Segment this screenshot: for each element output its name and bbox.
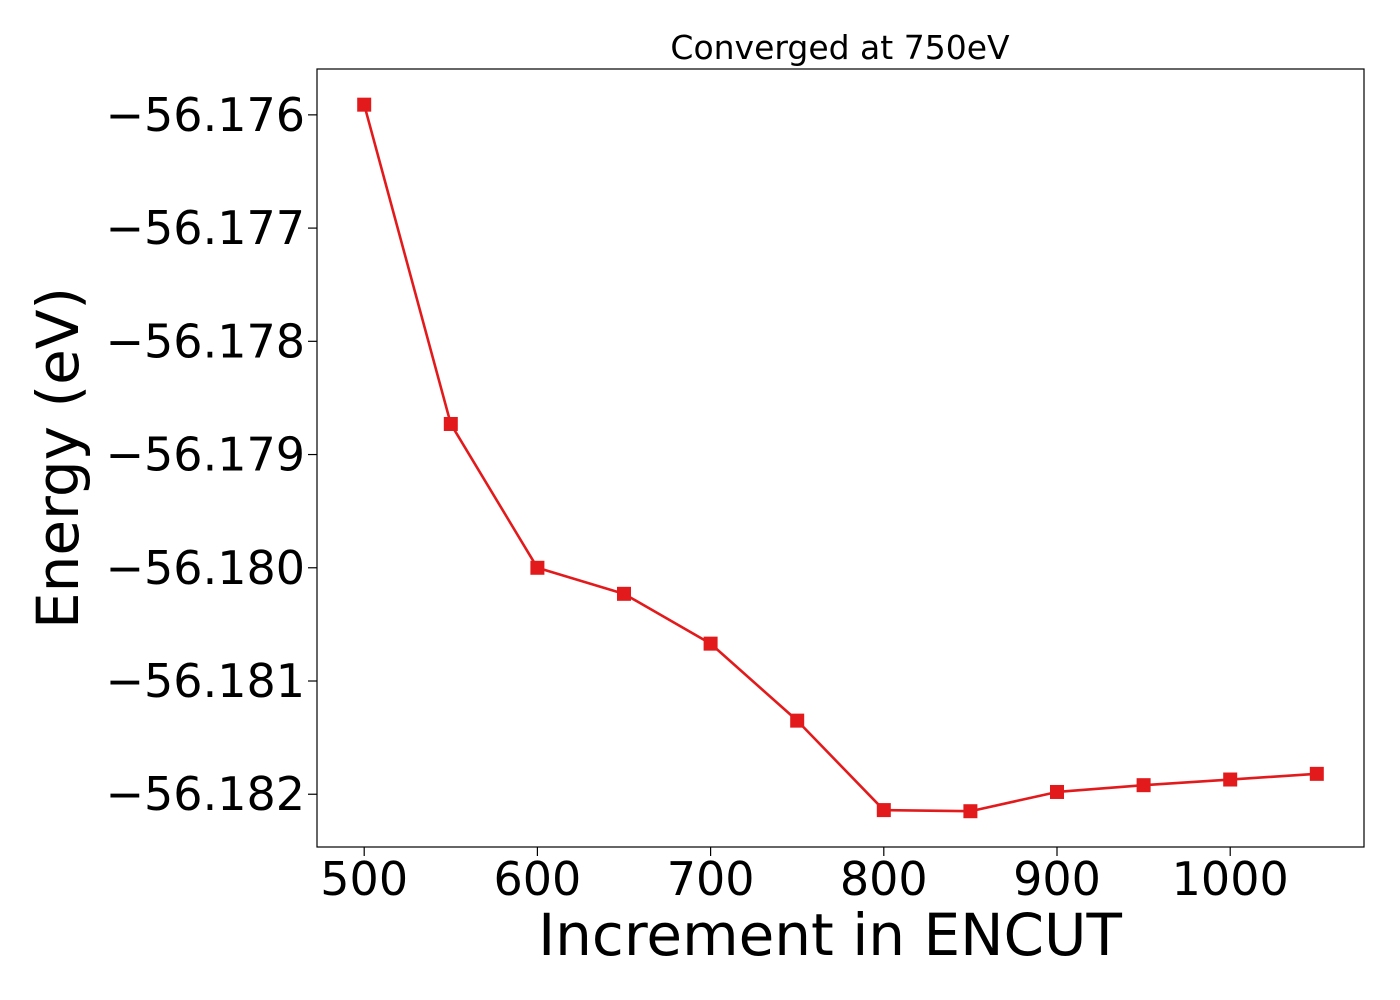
data-point (876, 803, 891, 818)
data-point (790, 713, 805, 728)
plot-frame (316, 68, 1365, 848)
y-tick-label: −56.176 (106, 88, 306, 142)
y-tick-label: −56.177 (106, 201, 306, 255)
chart-title: Converged at 750eV (670, 28, 1010, 67)
x-tick-label: 600 (493, 852, 581, 906)
series-line (362, 104, 1317, 813)
data-point (443, 416, 458, 431)
data-series (357, 97, 1324, 819)
y-tick-label: −56.181 (106, 654, 306, 708)
data-point (1309, 766, 1324, 781)
y-tick-label: −56.178 (106, 314, 306, 368)
y-axis-title: Energy (eV) (24, 287, 92, 629)
data-point (703, 636, 718, 651)
x-axis: 500 600 700 800 900 1000 (320, 847, 1289, 906)
data-point (616, 586, 631, 601)
data-point (1050, 784, 1065, 799)
data-point (1136, 778, 1151, 793)
data-point (530, 560, 545, 575)
y-tick-label: −56.182 (106, 767, 306, 821)
x-axis-title: Increment in ENCUT (538, 901, 1122, 969)
data-point (357, 97, 372, 112)
x-tick-label: 800 (840, 852, 928, 906)
x-tick-label: 500 (320, 852, 408, 906)
x-tick-label: 900 (1013, 852, 1101, 906)
y-tick-label: −56.180 (106, 541, 306, 595)
y-axis: −56.176 −56.177 −56.178 −56.179 −56.180 −56.1… (106, 88, 317, 821)
x-tick-label: 1000 (1172, 852, 1289, 906)
y-tick-label: −56.179 (106, 428, 306, 482)
x-tick-label: 700 (667, 852, 755, 906)
data-point (963, 804, 978, 819)
data-point (1223, 772, 1238, 787)
